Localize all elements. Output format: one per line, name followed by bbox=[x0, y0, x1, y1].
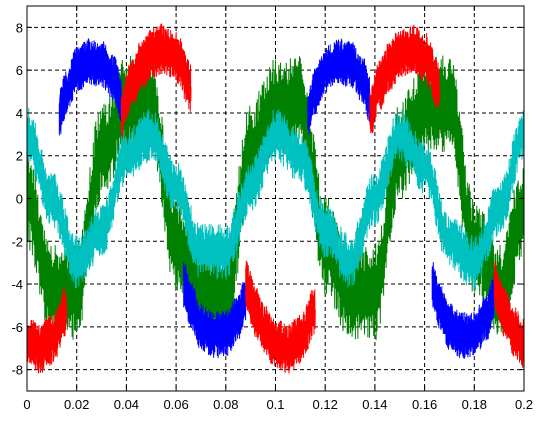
x-tick-label: 0.12 bbox=[313, 397, 338, 412]
x-tick-label: 0.04 bbox=[114, 397, 139, 412]
y-tick-label: 2 bbox=[16, 149, 23, 164]
y-tick-label: 4 bbox=[16, 106, 23, 121]
y-tick-label: 8 bbox=[16, 20, 23, 35]
x-tick-label: 0.06 bbox=[163, 397, 188, 412]
y-tick-label: -8 bbox=[11, 363, 23, 378]
x-tick-label: 0.1 bbox=[266, 397, 284, 412]
x-tick-label: 0.08 bbox=[213, 397, 238, 412]
y-tick-label: -4 bbox=[11, 277, 23, 292]
x-tick-label: 0.16 bbox=[412, 397, 437, 412]
x-tick-label: 0.02 bbox=[64, 397, 89, 412]
x-tick-label: 0 bbox=[23, 397, 30, 412]
x-tick-label: 0.2 bbox=[515, 397, 533, 412]
y-tick-label: 6 bbox=[16, 63, 23, 78]
x-tick-label: 0.18 bbox=[462, 397, 487, 412]
x-tick-label: 0.14 bbox=[362, 397, 387, 412]
y-tick-label: -6 bbox=[11, 320, 23, 335]
y-tick-label: -2 bbox=[11, 234, 23, 249]
y-tick-label: 0 bbox=[16, 192, 23, 207]
